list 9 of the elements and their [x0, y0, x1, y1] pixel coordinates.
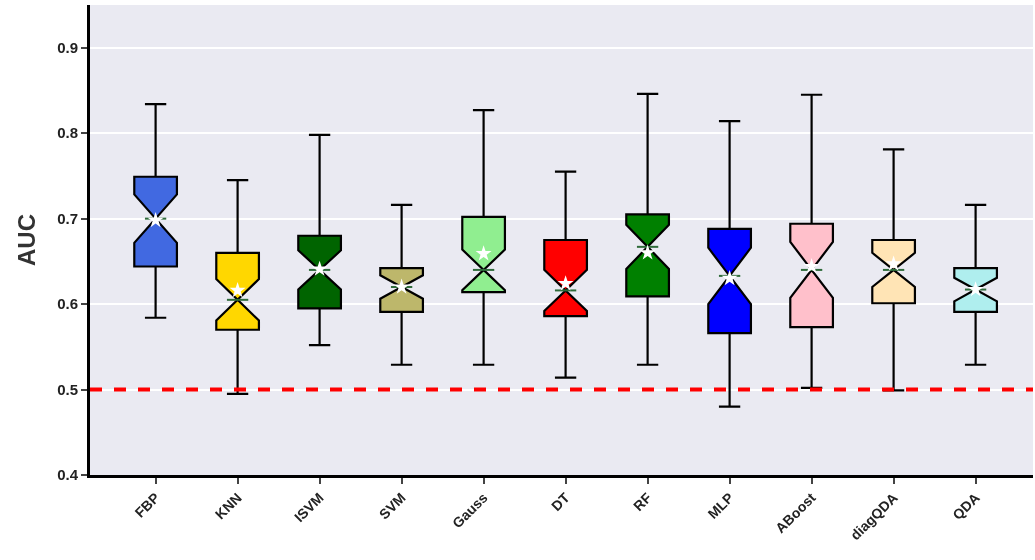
x-tick-label: DT: [548, 489, 573, 515]
y-axis-title: AUC: [13, 214, 41, 266]
y-tick-label: 0.8: [57, 124, 78, 142]
y-tick-label: 0.9: [57, 38, 78, 56]
x-tick-label: RF: [630, 489, 655, 515]
y-tick-label: 0.6: [57, 295, 78, 313]
y-tick-label: 0.5: [57, 380, 78, 398]
y-tick-label: 0.7: [57, 209, 78, 227]
y-tick-label: 0.4: [57, 466, 79, 484]
